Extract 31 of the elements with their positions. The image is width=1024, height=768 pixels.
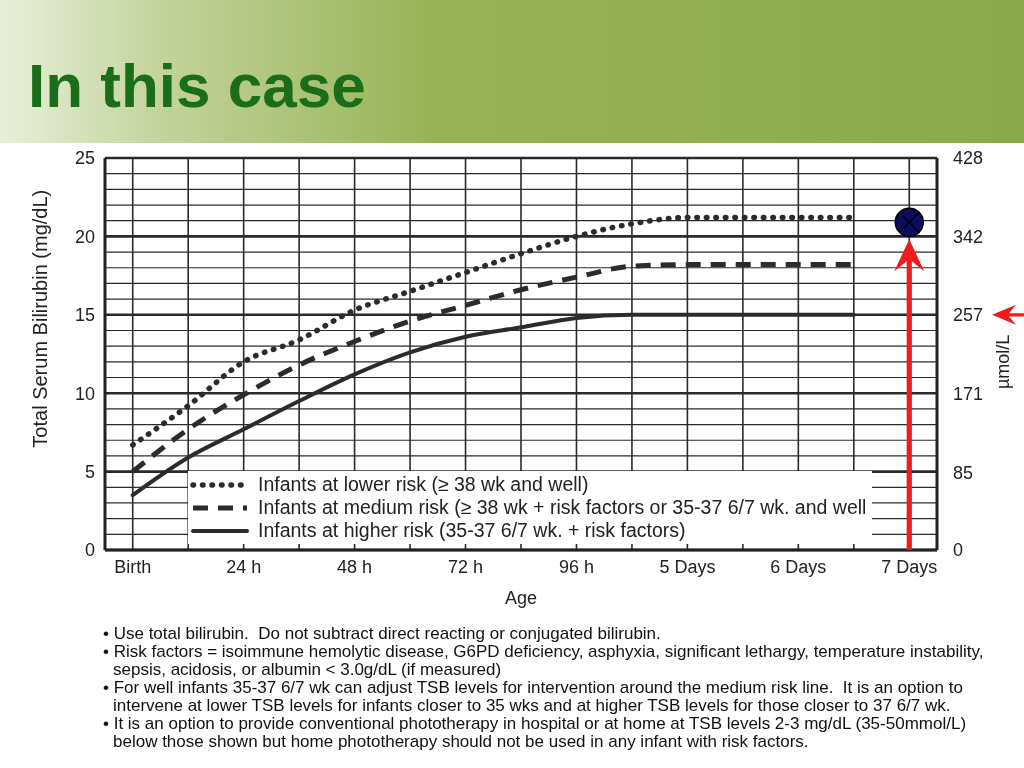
x-tick-label: 7 Days <box>881 556 938 577</box>
y2-tick-label: 428 <box>953 148 984 169</box>
x-tick-label: 5 Days <box>659 556 716 577</box>
legend-label: Infants at medium risk (≥ 38 wk + risk factors or 35-37 6/7 wk. and well <box>258 496 867 519</box>
y-tick-label: 20 <box>74 226 95 247</box>
y2-tick-label: 342 <box>953 227 984 248</box>
y-axis-title: Total Serum Bilirubin (mg/dL) <box>29 189 51 448</box>
y2-axis-title: µmol/L <box>993 334 1013 390</box>
y2-tick-label: 257 <box>953 305 984 326</box>
legend-label: Infants at higher risk (35-37 6/7 wk. + risk factors) <box>258 519 686 542</box>
y-tick-label: 10 <box>74 383 95 404</box>
x-tick-label: 6 Days <box>770 556 827 577</box>
chart-title: In this case <box>28 51 366 120</box>
x-axis-title: Age <box>504 588 538 608</box>
y2-tick-label: 0 <box>953 540 964 561</box>
y-tick-label: 15 <box>74 305 95 326</box>
text: • For well infants 35-37 6/7 wk can adjust TSB levels for intervention around the medium risk line. It is an option to intervene at lower TSB levels for infants closer to 35 wks and at higher TSB levels for those closer to 37 6/7 wk. <box>103 678 964 715</box>
y-tick-label: 0 <box>84 540 95 561</box>
x-tick-label: 48 h <box>337 556 373 577</box>
x-tick-label: 72 h <box>448 556 484 577</box>
text: • It is an option to provide conventional phototherapy in hospital or at home at TSB levels 2-3 mg/dL (35-50mmol/L) below those shown but home phototherapy should not be used in any infant with risk factors. <box>103 714 968 751</box>
y-tick-label: 25 <box>74 148 95 169</box>
y2-tick-label: 85 <box>953 462 974 483</box>
x-tick-label: Birth <box>114 556 152 577</box>
legend-label: Infants at lower risk (≥ 38 wk and well) <box>258 473 589 496</box>
y-tick-label: 5 <box>84 461 95 482</box>
y2-tick-label: 171 <box>953 383 984 404</box>
text: • Use total bilirubin. Do not subtract direct reacting or conjugated bilirubin. <box>103 624 661 643</box>
text: • Risk factors = isoimmune hemolytic disease, G6PD deficiency, asphyxia, significant lethargy, temperature instability, sepsis, acidosis, or albumin < 3.0g/dL (if measured) <box>103 642 985 679</box>
x-tick-label: 24 h <box>226 556 262 577</box>
x-tick-label: 96 h <box>558 556 594 577</box>
